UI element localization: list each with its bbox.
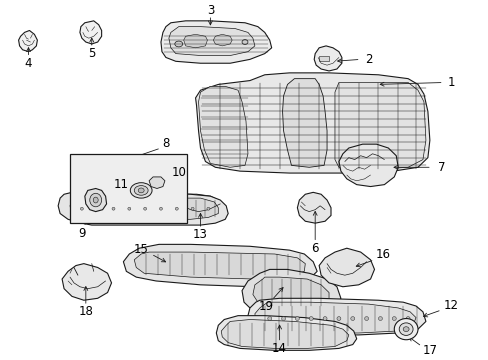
Polygon shape <box>195 73 429 173</box>
Polygon shape <box>123 244 317 287</box>
Ellipse shape <box>80 207 83 210</box>
Polygon shape <box>213 34 232 46</box>
Polygon shape <box>216 316 356 350</box>
Bar <box>70 154 186 223</box>
Ellipse shape <box>191 207 194 210</box>
Ellipse shape <box>96 207 99 210</box>
Ellipse shape <box>143 207 146 210</box>
Ellipse shape <box>93 197 98 203</box>
Ellipse shape <box>308 316 313 320</box>
Text: 8: 8 <box>162 137 169 150</box>
Ellipse shape <box>295 316 299 320</box>
Ellipse shape <box>127 207 130 210</box>
Ellipse shape <box>350 316 354 320</box>
Polygon shape <box>282 78 326 167</box>
Polygon shape <box>62 264 111 300</box>
Polygon shape <box>198 86 247 167</box>
Polygon shape <box>254 302 415 333</box>
Polygon shape <box>58 192 228 225</box>
Polygon shape <box>168 27 254 55</box>
Polygon shape <box>221 320 348 348</box>
Ellipse shape <box>336 316 340 320</box>
Polygon shape <box>134 252 305 279</box>
Ellipse shape <box>90 193 102 207</box>
Text: 14: 14 <box>271 342 286 355</box>
Ellipse shape <box>323 316 326 320</box>
Text: 6: 6 <box>311 242 318 255</box>
Text: 12: 12 <box>443 298 458 311</box>
Polygon shape <box>149 177 164 189</box>
Ellipse shape <box>175 207 178 210</box>
Text: 18: 18 <box>78 305 93 318</box>
Polygon shape <box>319 55 328 61</box>
Ellipse shape <box>267 316 271 320</box>
Text: 15: 15 <box>134 243 148 256</box>
Polygon shape <box>247 298 425 335</box>
Polygon shape <box>297 192 330 223</box>
Ellipse shape <box>112 207 115 210</box>
Text: 17: 17 <box>422 344 436 357</box>
Text: 19: 19 <box>258 300 273 312</box>
Text: 13: 13 <box>193 228 207 241</box>
Text: 9: 9 <box>78 227 85 240</box>
Text: 4: 4 <box>25 57 32 70</box>
Ellipse shape <box>378 316 382 320</box>
Polygon shape <box>338 144 397 186</box>
Polygon shape <box>314 46 341 71</box>
Ellipse shape <box>206 207 209 210</box>
Text: 1: 1 <box>447 76 454 89</box>
Polygon shape <box>70 198 218 219</box>
Polygon shape <box>334 82 425 169</box>
Ellipse shape <box>391 316 395 320</box>
Polygon shape <box>181 194 222 219</box>
Ellipse shape <box>398 323 412 336</box>
Text: 10: 10 <box>171 166 186 179</box>
Ellipse shape <box>242 40 247 44</box>
Ellipse shape <box>159 207 162 210</box>
Ellipse shape <box>138 188 144 193</box>
Text: 3: 3 <box>206 4 214 17</box>
Ellipse shape <box>364 316 368 320</box>
Text: 5: 5 <box>88 47 95 60</box>
Ellipse shape <box>130 183 152 198</box>
Polygon shape <box>242 269 340 316</box>
Polygon shape <box>84 189 106 212</box>
Polygon shape <box>80 21 102 44</box>
Polygon shape <box>319 248 374 287</box>
Ellipse shape <box>402 327 408 332</box>
Polygon shape <box>19 31 37 52</box>
Ellipse shape <box>393 319 417 340</box>
Text: 11: 11 <box>114 178 129 191</box>
Ellipse shape <box>281 316 285 320</box>
Text: 7: 7 <box>437 161 445 174</box>
Ellipse shape <box>134 186 148 195</box>
Ellipse shape <box>174 41 183 47</box>
Polygon shape <box>183 34 207 48</box>
Text: 2: 2 <box>364 53 371 66</box>
Text: 16: 16 <box>375 248 390 261</box>
Polygon shape <box>252 277 328 308</box>
Ellipse shape <box>406 316 409 320</box>
Polygon shape <box>161 21 271 63</box>
